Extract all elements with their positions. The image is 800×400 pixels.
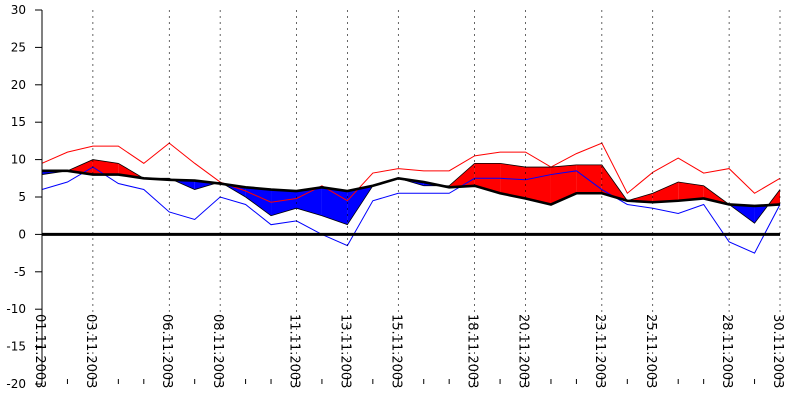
- y-tick-label: -5: [14, 265, 26, 279]
- x-tick-label: 11.11.2003: [286, 314, 301, 388]
- y-tick-label: 5: [18, 190, 26, 204]
- x-tick-label: 28.11.2003: [719, 314, 734, 388]
- y-tick-label: 20: [11, 78, 26, 92]
- difference-area: [678, 182, 704, 201]
- x-tick-label: 03.11.2003: [83, 314, 98, 388]
- difference-area: [576, 164, 602, 194]
- y-tick-label: 25: [11, 40, 26, 54]
- difference-area: [296, 187, 322, 216]
- x-tick-label: 25.11.2003: [643, 314, 658, 388]
- x-tick-label: 06.11.2003: [159, 314, 174, 388]
- difference-area: [245, 187, 272, 216]
- y-tick-label: 15: [11, 115, 26, 129]
- x-tick-label: 13.11.2003: [337, 314, 352, 388]
- y-tick-label: -10: [6, 302, 26, 316]
- series-lines: [41, 142, 781, 254]
- difference-area: [271, 189, 297, 216]
- y-tick-label: 30: [11, 3, 26, 17]
- difference-area: [500, 163, 526, 199]
- max-line: [41, 142, 781, 203]
- x-tick-label: 20.11.2003: [516, 314, 531, 388]
- y-tick-label: -15: [6, 340, 26, 354]
- tick-labels: 30 25 20 15 10 5 0 -5 -10 -15 -20 01.11.2003 03.11.2…: [6, 3, 785, 391]
- x-tick-label: 01.11.2003: [32, 314, 47, 388]
- difference-area: [652, 182, 679, 203]
- axes: [35, 9, 781, 385]
- x-tick-label: 15.11.2003: [388, 314, 403, 388]
- min-line: [41, 166, 781, 254]
- y-tick-label: 0: [18, 227, 26, 241]
- baseline-line: [42, 169, 781, 208]
- x-tick-label: 18.11.2003: [465, 314, 480, 388]
- x-tick-label: 23.11.2003: [592, 314, 607, 388]
- difference-area: [550, 164, 577, 205]
- x-tick-label: 08.11.2003: [210, 314, 225, 388]
- y-tick-label: 10: [11, 153, 26, 167]
- difference-area: [525, 167, 551, 205]
- y-tick-label: -20: [6, 377, 26, 391]
- x-tick-label: 30.11.2003: [770, 314, 785, 388]
